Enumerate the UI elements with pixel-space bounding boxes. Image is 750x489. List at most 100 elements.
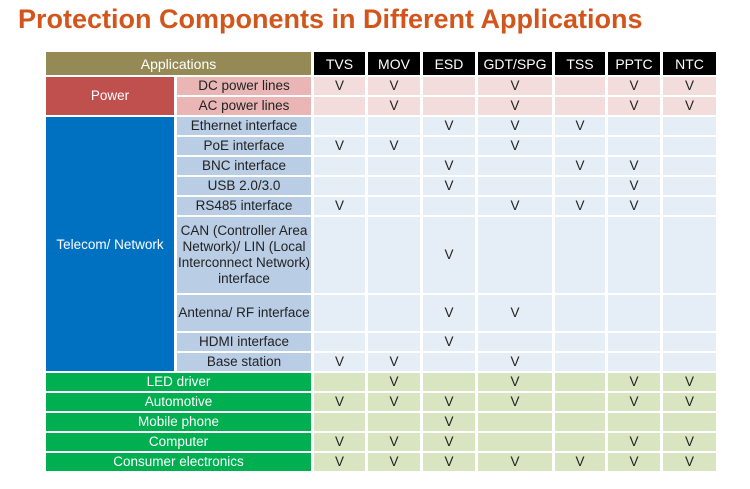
column-header: NTC <box>663 52 716 75</box>
mark-cell: V <box>663 393 716 411</box>
application-label: DC power lines <box>177 77 311 95</box>
mark-cell: V <box>423 433 475 451</box>
mark-cell: V <box>663 453 716 471</box>
mark-cell <box>663 157 716 175</box>
mark-cell <box>314 413 365 431</box>
mark-cell: V <box>423 333 475 351</box>
mark-cell: V <box>314 137 365 155</box>
mark-cell: V <box>368 97 420 115</box>
mark-cell <box>314 117 365 135</box>
mark-cell <box>314 157 365 175</box>
mark-cell: V <box>423 157 475 175</box>
mark-cell: V <box>608 77 660 95</box>
mark-cell <box>608 353 660 371</box>
mark-cell: V <box>555 453 605 471</box>
mark-cell: V <box>478 353 552 371</box>
column-header: MOV <box>368 52 420 75</box>
mark-cell <box>663 197 716 215</box>
mark-cell: V <box>608 157 660 175</box>
page-title: Protection Components in Different Appli… <box>18 4 643 34</box>
mark-cell <box>663 413 716 431</box>
mark-cell: V <box>478 393 552 411</box>
application-label: Ethernet interface <box>177 117 311 135</box>
mark-cell <box>478 157 552 175</box>
mark-cell: V <box>423 413 475 431</box>
mark-cell <box>608 117 660 135</box>
mark-cell: V <box>314 353 365 371</box>
mark-cell <box>663 217 716 293</box>
mark-cell: V <box>478 295 552 331</box>
mark-cell: V <box>368 77 420 95</box>
mark-cell: V <box>423 295 475 331</box>
mark-cell <box>423 137 475 155</box>
mark-cell <box>423 373 475 391</box>
mark-cell <box>555 77 605 95</box>
mark-cell: V <box>368 353 420 371</box>
mark-cell <box>608 295 660 331</box>
application-label: Mobile phone <box>46 413 311 431</box>
mark-cell: V <box>423 453 475 471</box>
mark-cell: V <box>423 177 475 195</box>
mark-cell: V <box>368 453 420 471</box>
mark-cell <box>368 333 420 351</box>
mark-cell <box>555 137 605 155</box>
mark-cell <box>663 353 716 371</box>
mark-cell: V <box>478 77 552 95</box>
application-label: RS485 interface <box>177 197 311 215</box>
mark-cell: V <box>314 393 365 411</box>
application-label: BNC interface <box>177 157 311 175</box>
mark-cell <box>608 413 660 431</box>
mark-cell <box>663 333 716 351</box>
mark-cell: V <box>663 77 716 95</box>
mark-cell <box>555 433 605 451</box>
mark-cell: V <box>314 433 365 451</box>
mark-cell <box>423 353 475 371</box>
mark-cell <box>663 295 716 331</box>
column-header: GDT/SPG <box>478 52 552 75</box>
mark-cell <box>423 97 475 115</box>
mark-cell: V <box>608 177 660 195</box>
column-header: PPTC <box>608 52 660 75</box>
application-label: CAN (Controller Area Network)/ LIN (Loca… <box>177 217 311 293</box>
mark-cell: V <box>663 433 716 451</box>
applications-header: Applications <box>46 52 311 75</box>
mark-cell: V <box>663 97 716 115</box>
mark-cell: V <box>478 117 552 135</box>
mark-cell <box>368 177 420 195</box>
mark-cell: V <box>368 373 420 391</box>
mark-cell <box>478 433 552 451</box>
mark-cell: V <box>608 197 660 215</box>
mark-cell: V <box>608 393 660 411</box>
column-header: ESD <box>423 52 475 75</box>
mark-cell <box>555 217 605 293</box>
mark-cell: V <box>314 453 365 471</box>
mark-cell: V <box>423 393 475 411</box>
mark-cell <box>423 77 475 95</box>
mark-cell <box>555 393 605 411</box>
mark-cell <box>663 137 716 155</box>
application-label: USB 2.0/3.0 <box>177 177 311 195</box>
mark-cell <box>555 177 605 195</box>
mark-cell: V <box>478 97 552 115</box>
mark-cell: V <box>608 373 660 391</box>
mark-cell <box>608 333 660 351</box>
mark-cell <box>478 413 552 431</box>
mark-cell <box>478 177 552 195</box>
mark-cell <box>608 217 660 293</box>
mark-cell: V <box>368 433 420 451</box>
mark-cell: V <box>608 97 660 115</box>
mark-cell: V <box>423 217 475 293</box>
mark-cell: V <box>478 373 552 391</box>
mark-cell: V <box>478 197 552 215</box>
mark-cell: V <box>663 373 716 391</box>
column-header: TSS <box>555 52 605 75</box>
mark-cell <box>314 177 365 195</box>
mark-cell <box>314 217 365 293</box>
mark-cell: V <box>555 117 605 135</box>
mark-cell <box>423 197 475 215</box>
mark-cell: V <box>555 197 605 215</box>
mark-cell <box>314 295 365 331</box>
mark-cell: V <box>555 157 605 175</box>
application-label: PoE interface <box>177 137 311 155</box>
application-label: Consumer electronics <box>46 453 311 471</box>
